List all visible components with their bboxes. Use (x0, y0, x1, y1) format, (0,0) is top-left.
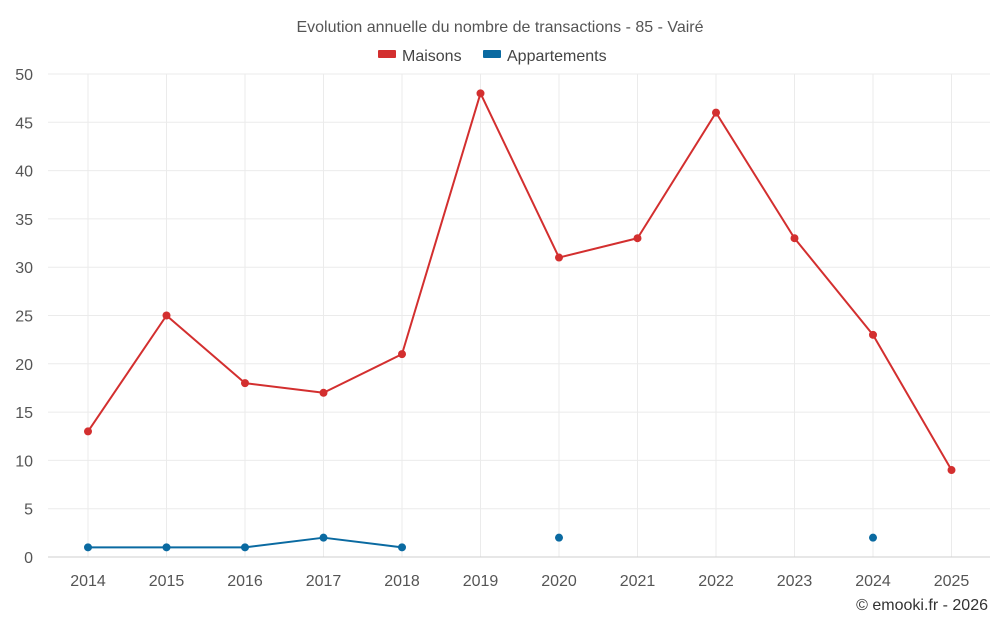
data-point[interactable] (555, 253, 563, 262)
y-tick-label: 5 (24, 502, 33, 519)
x-tick-label: 2021 (620, 573, 656, 590)
series-line-segment (322, 353, 403, 394)
x-tick-label: 2017 (306, 573, 342, 590)
data-point[interactable] (555, 533, 563, 542)
data-point[interactable] (398, 543, 406, 552)
series-line-segment (715, 111, 796, 240)
data-point[interactable] (162, 543, 171, 552)
y-tick-label: 30 (15, 260, 33, 277)
legend-label[interactable]: Appartements (507, 48, 607, 65)
data-point[interactable] (84, 427, 92, 436)
x-tick-label: 2023 (777, 573, 813, 590)
data-point[interactable] (869, 533, 877, 542)
series-line-segment (165, 314, 246, 385)
data-point[interactable] (633, 234, 642, 243)
data-point[interactable] (947, 466, 956, 475)
series-line-segment (793, 237, 874, 336)
credit-text: © emooki.fr - 2026 (856, 597, 988, 614)
data-point[interactable] (84, 543, 92, 552)
x-tick-label: 2025 (934, 573, 970, 590)
data-point[interactable] (241, 543, 249, 552)
x-tick-label: 2024 (855, 573, 891, 590)
series-line-segment (872, 333, 953, 472)
y-tick-label: 10 (15, 453, 33, 470)
y-tick-label: 35 (15, 212, 33, 229)
y-tick-label: 25 (15, 309, 33, 326)
y-tick-label: 40 (15, 164, 33, 181)
x-tick-label: 2016 (227, 573, 263, 590)
x-tick-label: 2015 (149, 573, 185, 590)
series-line-segment (87, 314, 168, 433)
x-tick-label: 2014 (70, 573, 106, 590)
grid (48, 73, 990, 558)
series-line-segment (479, 92, 560, 259)
series-line-segment (244, 536, 325, 549)
data-point[interactable] (319, 388, 328, 397)
chart-title: Evolution annuelle du nombre de transact… (296, 19, 703, 36)
data-point[interactable] (712, 108, 720, 117)
series-line-segment (322, 536, 403, 549)
legend-label[interactable]: Maisons (402, 48, 462, 65)
series-line-segment (244, 382, 325, 394)
series-maisons (84, 89, 956, 475)
x-tick-label: 2022 (698, 573, 734, 590)
data-point[interactable] (319, 533, 328, 542)
series-layer (84, 89, 956, 552)
y-tick-label: 45 (15, 115, 33, 132)
series-line-segment (636, 111, 717, 240)
series-appartements (84, 533, 877, 552)
y-tick-label: 50 (15, 67, 33, 84)
data-point[interactable] (869, 330, 877, 339)
series-line-segment (401, 92, 482, 356)
data-point[interactable] (476, 89, 485, 98)
data-point[interactable] (162, 311, 171, 320)
y-tick-label: 0 (24, 550, 33, 567)
data-point[interactable] (398, 350, 406, 359)
y-tick-label: 15 (15, 405, 33, 422)
data-point[interactable] (790, 234, 799, 243)
legend: Maisons Appartements (378, 48, 607, 65)
series-line-segment (558, 237, 639, 259)
y-tick-label: 20 (15, 357, 33, 374)
x-tick-label: 2019 (463, 573, 499, 590)
legend-swatch (483, 50, 501, 58)
x-tick-label: 2020 (541, 573, 577, 590)
x-tick-label: 2018 (384, 573, 420, 590)
legend-swatch (378, 50, 396, 58)
data-point[interactable] (241, 379, 249, 388)
